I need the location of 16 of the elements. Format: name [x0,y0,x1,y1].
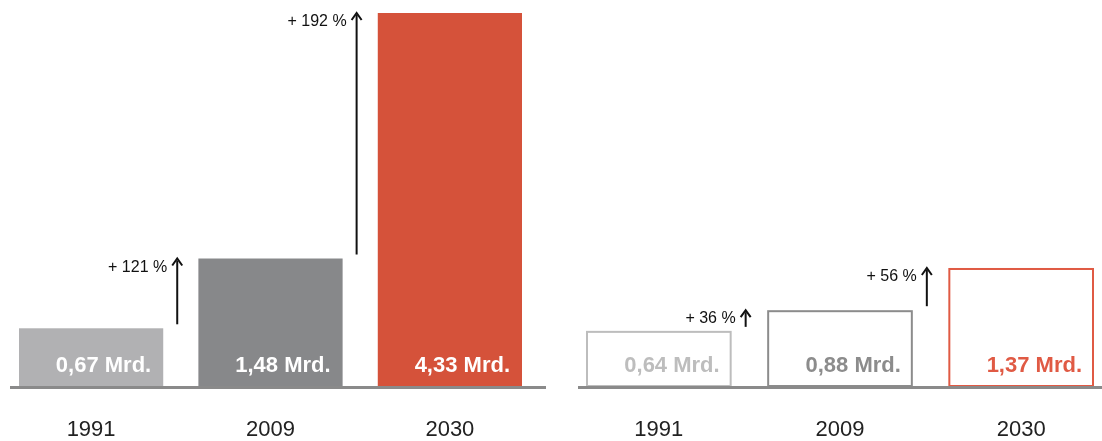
data-label: 4,33 Mrd. [414,352,510,377]
annotation: + 192 % [287,12,347,29]
data-label: 1,48 Mrd. [235,352,331,377]
data-label: 0,88 Mrd. [805,352,901,377]
x-tick-label: 1991 [66,416,116,441]
x-tick-label: 2030 [996,416,1046,441]
x-tick-label: 2009 [815,416,865,441]
annotation: + 56 % [866,266,917,284]
data-label: 1,37 Mrd. [986,352,1082,377]
annotation: + 121 % [108,257,168,275]
data-label: 0,67 Mrd. [55,352,152,377]
x-tick-label: 1991 [634,416,684,441]
x-tick-label: 2030 [425,416,475,441]
data-label: 0,64 Mrd. [624,352,720,377]
annotation: + 36 % [685,309,736,327]
x-tick-label: 2009 [246,416,295,441]
